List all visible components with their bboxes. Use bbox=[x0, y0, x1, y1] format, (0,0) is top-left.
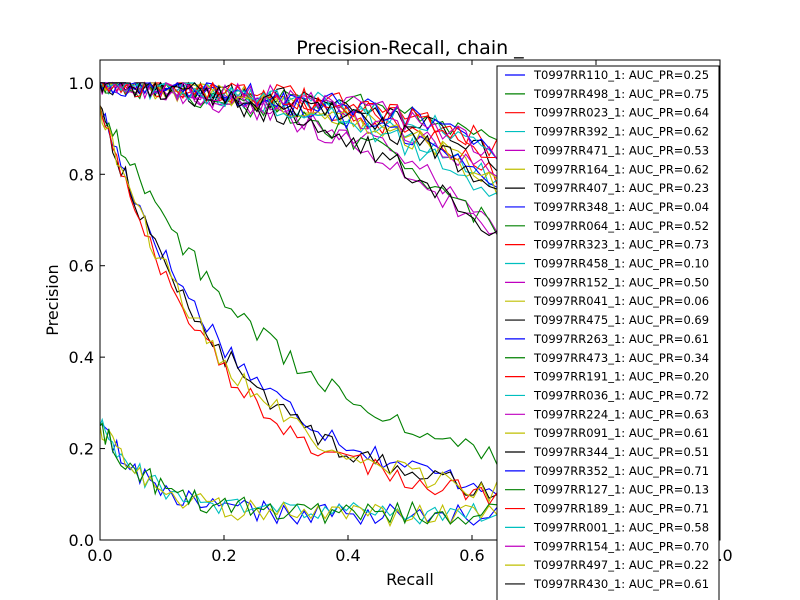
legend-entry: T0997RR191_1: AUC_PR=0.20 bbox=[533, 370, 709, 384]
legend-entry: T0997RR023_1: AUC_PR=0.64 bbox=[533, 106, 709, 120]
legend-entry: T0997RR110_1: AUC_PR=0.25 bbox=[533, 68, 709, 82]
legend-entry: T0997RR475_1: AUC_PR=0.69 bbox=[533, 313, 709, 327]
y-axis-label: Precision bbox=[43, 264, 62, 335]
legend-entry: T0997RR344_1: AUC_PR=0.51 bbox=[533, 445, 709, 459]
legend-entry: T0997RR263_1: AUC_PR=0.61 bbox=[533, 332, 709, 346]
y-tick-label: 0.0 bbox=[69, 531, 94, 550]
legend-entry: T0997RR430_1: AUC_PR=0.61 bbox=[533, 577, 709, 591]
x-tick-label: 0.6 bbox=[459, 546, 484, 565]
legend-entry: T0997RR458_1: AUC_PR=0.10 bbox=[533, 257, 709, 271]
y-tick-label: 0.6 bbox=[69, 257, 94, 276]
y-tick-label: 0.4 bbox=[69, 348, 94, 367]
x-tick-label: 0.0 bbox=[87, 546, 112, 565]
x-tick-label: 0.2 bbox=[211, 546, 236, 565]
legend-entry: T0997RR498_1: AUC_PR=0.75 bbox=[533, 87, 709, 101]
legend-entry: T0997RR036_1: AUC_PR=0.72 bbox=[533, 388, 709, 402]
legend-entry: T0997RR164_1: AUC_PR=0.62 bbox=[533, 162, 709, 176]
legend-entry: T0997RR348_1: AUC_PR=0.04 bbox=[533, 200, 709, 214]
legend-entry: T0997RR224_1: AUC_PR=0.63 bbox=[533, 407, 709, 421]
plot-frame bbox=[99, 59, 721, 541]
x-axis-label: Recall bbox=[386, 570, 434, 589]
legend-entry: T0997RR091_1: AUC_PR=0.61 bbox=[533, 426, 709, 440]
legend-entry: T0997RR152_1: AUC_PR=0.50 bbox=[533, 275, 709, 289]
chart-title: Precision-Recall, chain _ bbox=[296, 37, 524, 59]
legend-entry: T0997RR352_1: AUC_PR=0.71 bbox=[533, 464, 709, 478]
y-tick-label: 0.8 bbox=[69, 165, 94, 184]
legend-entry: T0997RR001_1: AUC_PR=0.58 bbox=[533, 520, 709, 534]
legend-entry: T0997RR497_1: AUC_PR=0.22 bbox=[533, 558, 709, 572]
x-tick-label: 0.4 bbox=[335, 546, 360, 565]
legend-entry: T0997RR473_1: AUC_PR=0.34 bbox=[533, 351, 709, 365]
legend-entry: T0997RR154_1: AUC_PR=0.70 bbox=[533, 539, 709, 553]
y-tick-label: 0.2 bbox=[69, 440, 94, 459]
legend-entry: T0997RR392_1: AUC_PR=0.62 bbox=[533, 125, 709, 139]
legend: T0997RR110_1: AUC_PR=0.25 T0997RR498_1: A… bbox=[496, 65, 720, 600]
legend-box bbox=[496, 65, 720, 600]
legend-entry: T0997RR064_1: AUC_PR=0.52 bbox=[533, 219, 709, 233]
legend-entry: T0997RR471_1: AUC_PR=0.53 bbox=[533, 143, 709, 157]
legend-entry: T0997RR189_1: AUC_PR=0.71 bbox=[533, 502, 709, 516]
legend-entry: T0997RR407_1: AUC_PR=0.23 bbox=[533, 181, 709, 195]
legend-entry: T0997RR127_1: AUC_PR=0.13 bbox=[533, 483, 709, 497]
y-tick-label: 1.0 bbox=[69, 74, 94, 93]
legend-entry: T0997RR041_1: AUC_PR=0.06 bbox=[533, 294, 709, 308]
legend-entry: T0997RR323_1: AUC_PR=0.73 bbox=[533, 238, 709, 252]
